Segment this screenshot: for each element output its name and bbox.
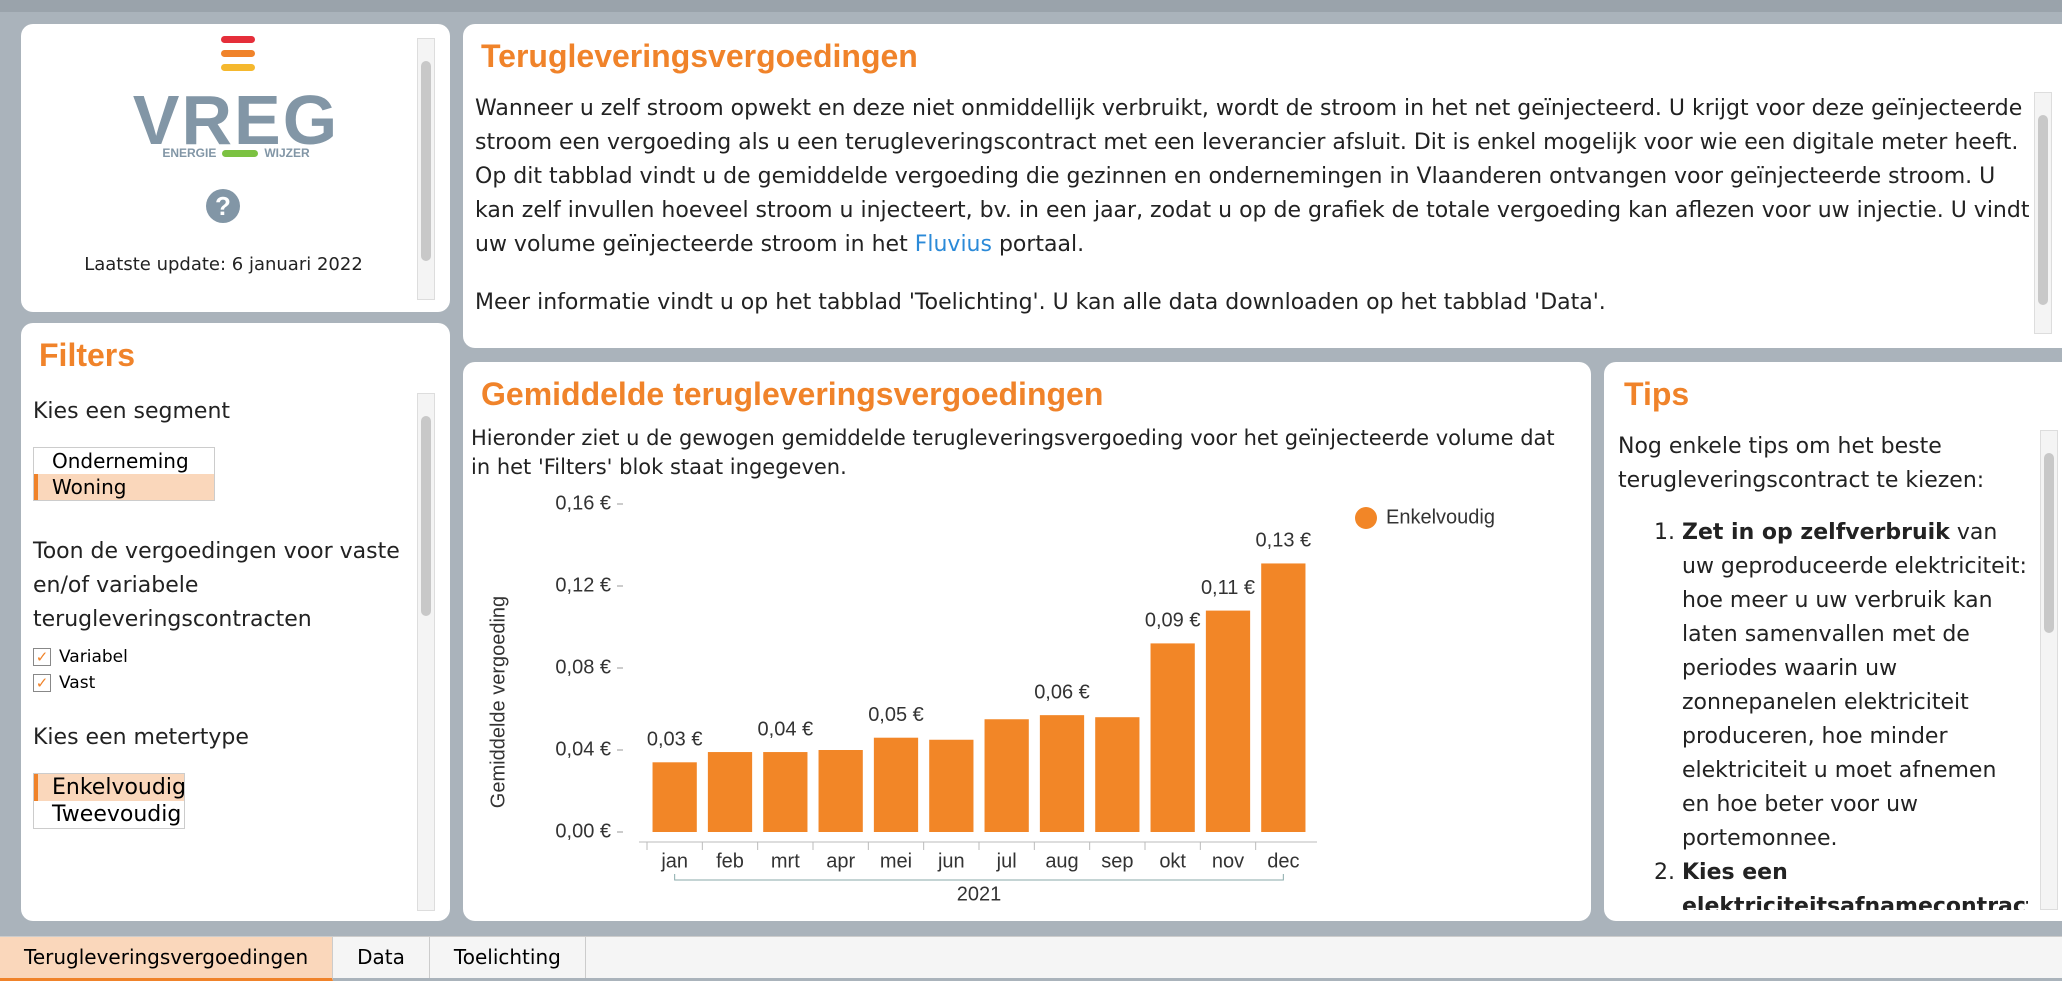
value-label: 0,13 €: [1256, 530, 1312, 552]
filters-panel: Filters Kies een segment Onderneming Woni…: [21, 323, 450, 921]
segment-option[interactable]: Onderneming: [52, 449, 189, 473]
fluvius-link[interactable]: Fluvius: [914, 232, 992, 257]
tips-panel: Tips Nog enkele tips om het beste terugl…: [1604, 362, 2062, 921]
update-text: Laatste update: 6 januari 2022: [84, 254, 363, 275]
legend-swatch: [1355, 507, 1377, 529]
meter-option[interactable]: Enkelvoudig: [34, 774, 186, 801]
scrollbar[interactable]: [2040, 430, 2058, 910]
intro-text-a: Wanneer u zelf stroom opwekt en deze nie…: [475, 96, 2030, 257]
chart-subtitle: Hieronder ziet u de gewogen gemiddelde t…: [471, 426, 1555, 479]
intro-title: Terugleveringsvergoedingen: [481, 38, 918, 74]
checkbox[interactable]: ✓: [33, 648, 51, 666]
y-tick-label: 0,16 €: [555, 492, 611, 514]
filters-title: Filters: [39, 337, 136, 373]
tips-intro: Nog enkele tips om het beste terugleveri…: [1618, 434, 1985, 493]
logo-left: ENERGIE: [162, 146, 217, 160]
intro-text: Wanneer u zelf stroom opwekt en deze nie…: [475, 92, 2035, 262]
bar: [929, 739, 974, 832]
intro-panel: Terugleveringsvergoedingen Wanneer u zel…: [463, 24, 2062, 348]
contract-list: ✓ Variabel ✓ Vast: [33, 647, 403, 693]
x-tick-label: sep: [1101, 850, 1133, 872]
checkbox-label: Variabel: [59, 647, 128, 667]
value-label: 0,11 €: [1201, 577, 1255, 599]
y-tick-label: 0,08 €: [555, 656, 611, 678]
meter-label: Kies een metertype: [33, 725, 249, 750]
x-tick-label: jun: [937, 850, 965, 872]
tip-item: Zet in op zelfverbruik van uw geproducee…: [1682, 516, 2028, 856]
logo-right: WIJZER: [264, 146, 310, 160]
scrollbar[interactable]: [417, 38, 435, 300]
legend-label: Enkelvoudig: [1386, 506, 1495, 528]
intro-text-b: portaal.: [991, 232, 1085, 257]
scrollbar[interactable]: [417, 393, 435, 911]
checkbox[interactable]: ✓: [33, 674, 51, 692]
bar: [652, 762, 697, 832]
bar: [707, 752, 753, 832]
chart-panel: Gemiddelde terugleveringsvergoedingen Hi…: [463, 362, 1591, 921]
tab[interactable]: Data: [333, 937, 430, 978]
bar: [818, 750, 863, 832]
checkbox-row[interactable]: ✓ Variabel: [33, 647, 403, 667]
help-icon[interactable]: ?: [206, 189, 240, 223]
y-tick-label: 0,00 €: [555, 820, 611, 842]
logo-sub: ENERGIE WIJZER: [121, 146, 351, 160]
bar: [1205, 610, 1251, 832]
meter-list: Enkelvoudig Tweevoudig: [33, 773, 186, 829]
x-tick-label: mrt: [771, 850, 800, 872]
value-label: 0,09 €: [1145, 610, 1201, 632]
logo-text: VREG: [132, 81, 340, 159]
tip-bold: Zet in op zelfverbruik: [1682, 520, 1950, 545]
y-axis-label: Gemiddelde vergoeding: [487, 596, 509, 808]
tip-text: van uw geproduceerde elektriciteit: hoe …: [1682, 520, 2027, 851]
segment-option[interactable]: Woning: [34, 474, 214, 500]
bar: [1150, 643, 1195, 832]
chart-title: Gemiddelde terugleveringsvergoedingen: [481, 376, 1104, 412]
top-bar: [0, 0, 2062, 12]
segment-list: Onderneming Woning: [33, 447, 215, 501]
x-tick-label: apr: [826, 850, 855, 872]
chart: 0,00 € 0,04 € 0,08 € 0,12 € 0,16 € Gemiddelde…: [487, 492, 1495, 905]
x-group-label: 2021: [957, 883, 1002, 905]
tab[interactable]: Toelichting: [430, 937, 586, 978]
tip-item: Kies een elektriciteitsafnamecontract da…: [1682, 856, 2028, 910]
y-tick-label: 0,12 €: [555, 574, 611, 596]
value-label: 0,05 €: [868, 704, 924, 726]
checkbox-row[interactable]: ✓ Vast: [33, 673, 403, 693]
contract-label: Toon de vergoedingen voor vaste en/of va…: [33, 539, 400, 632]
tips-title: Tips: [1624, 376, 1690, 412]
x-tick-label: jul: [996, 850, 1017, 872]
tab-bar: Terugleveringsvergoedingen Data Toelichtin…: [0, 936, 2062, 981]
x-tick-label: dec: [1267, 850, 1299, 872]
intro-more: Meer informatie vindt u op het tabblad '…: [475, 290, 1606, 315]
bar: [763, 752, 808, 832]
checkbox-label: Vast: [59, 673, 96, 693]
x-tick-label: jan: [660, 850, 688, 872]
bar: [1261, 563, 1306, 832]
segment-label: Kies een segment: [33, 399, 231, 424]
bar: [1039, 715, 1085, 832]
y-tick-label: 0,04 €: [555, 738, 611, 760]
bar: [984, 719, 1029, 832]
logo-panel: VREG ENERGIE WIJZER ? Laatste update: 6 j…: [21, 24, 450, 312]
filters-body: Kies een segment Onderneming Woning Toon …: [33, 395, 403, 829]
x-tick-label: nov: [1212, 850, 1244, 872]
logo-bars: [221, 36, 255, 71]
value-label: 0,03 €: [647, 729, 703, 751]
x-tick-label: okt: [1159, 850, 1186, 872]
x-group-bracket: [674, 874, 1284, 881]
value-label: 0,06 €: [1034, 681, 1090, 703]
tip-bold: Kies een elektriciteitsafnamecontract: [1682, 860, 2028, 910]
value-label: 0,04 €: [758, 718, 814, 740]
bar: [1095, 717, 1140, 832]
bar: [873, 737, 919, 832]
meter-option[interactable]: Tweevoudig: [52, 802, 182, 827]
x-tick-label: aug: [1045, 850, 1078, 872]
x-tick-label: feb: [716, 850, 744, 872]
tab[interactable]: Terugleveringsvergoedingen: [0, 937, 334, 981]
tips-body: Nog enkele tips om het beste terugleveri…: [1618, 430, 2028, 910]
x-tick-label: mei: [880, 850, 912, 872]
scrollbar[interactable]: [2034, 92, 2052, 334]
